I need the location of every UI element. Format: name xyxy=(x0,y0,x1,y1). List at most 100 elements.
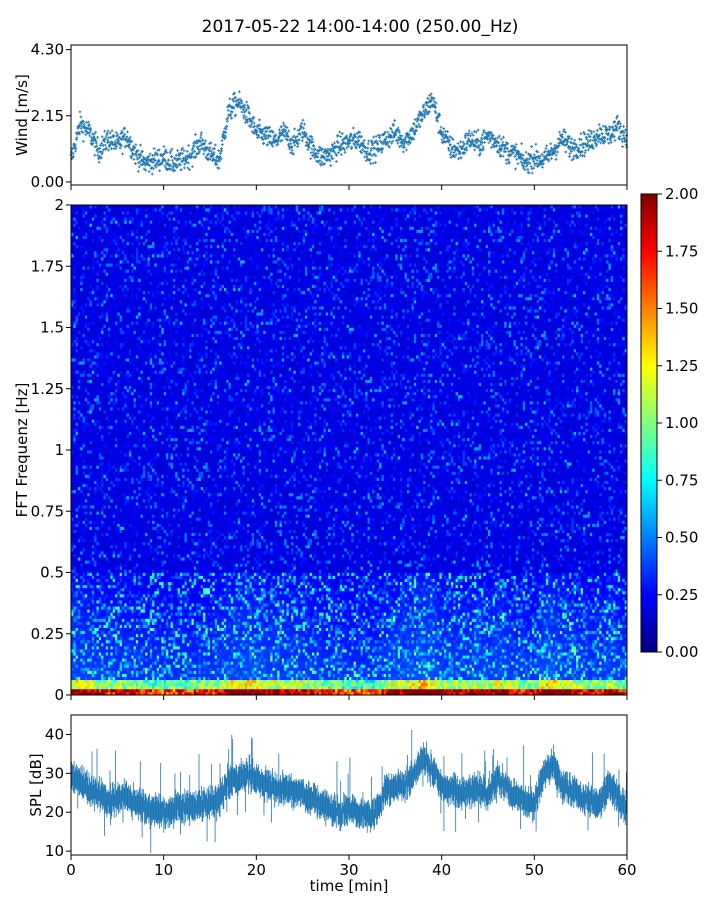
spectrogram-cell xyxy=(85,671,88,674)
spectrogram-cell xyxy=(476,671,479,674)
spectrogram-cell xyxy=(324,686,327,689)
spectrogram-cell xyxy=(354,686,357,689)
spectrogram-cell xyxy=(152,674,155,677)
spectrogram-cell xyxy=(273,674,276,677)
spectrogram-cell xyxy=(555,664,558,667)
spectrogram-cell xyxy=(344,689,347,692)
spectrogram-cell xyxy=(544,667,547,670)
spectrogram-cell xyxy=(326,671,329,674)
spectrogram-cell xyxy=(372,667,375,670)
spectrogram-cell xyxy=(351,677,354,680)
spectrogram-cell xyxy=(238,683,241,686)
spectrogram-cell xyxy=(219,664,222,667)
spectrogram-cell xyxy=(254,674,257,677)
spectrogram-cell xyxy=(113,686,116,689)
spectrogram-cell xyxy=(476,674,479,677)
spectrogram-cell xyxy=(134,680,137,683)
spectrogram-cell xyxy=(99,680,102,683)
spectrogram-cell xyxy=(497,664,500,667)
spectrogram-cell xyxy=(259,689,262,692)
spectrogram-cell xyxy=(599,664,602,667)
spectrogram-cell xyxy=(525,671,528,674)
spectrogram-cell xyxy=(388,664,391,667)
spectrogram-cell xyxy=(312,689,315,692)
spectrogram-cell xyxy=(395,680,398,683)
spectrogram-cell xyxy=(215,677,218,680)
spectrogram-cell xyxy=(303,667,306,670)
spectrogram-cell xyxy=(256,683,259,686)
spectrogram-cell xyxy=(106,683,109,686)
spectrogram-cell xyxy=(465,667,468,670)
spectrogram-cell xyxy=(245,677,248,680)
spectrogram-cell xyxy=(474,680,477,683)
spectrogram-cell xyxy=(474,667,477,670)
spectrogram-cell xyxy=(602,667,605,670)
spectrogram-cell xyxy=(231,689,234,692)
spectrogram-cell xyxy=(537,667,540,670)
spectrogram-cell xyxy=(560,677,563,680)
spectrogram-cell xyxy=(560,680,563,683)
spectrogram-cell xyxy=(518,683,521,686)
spectrogram-cell xyxy=(423,680,426,683)
spectrogram-cell xyxy=(349,674,352,677)
spectrogram-cell xyxy=(419,683,422,686)
spectrogram-cell xyxy=(92,674,95,677)
spectrogram-cell xyxy=(354,683,357,686)
spectrogram-cell xyxy=(435,664,438,667)
spectrogram-cell xyxy=(233,680,236,683)
spectrogram-cell xyxy=(365,667,368,670)
spectrogram-cell xyxy=(472,683,475,686)
spectrogram-cell xyxy=(458,667,461,670)
spectrogram-cell xyxy=(532,683,535,686)
spectrogram-cell xyxy=(606,674,609,677)
spectrogram-cell xyxy=(159,674,162,677)
spectrogram-cell xyxy=(240,677,243,680)
spectrogram-cell xyxy=(467,664,470,667)
spectrogram-cell xyxy=(261,671,264,674)
spectrogram-cell xyxy=(124,677,127,680)
spectrogram-cell xyxy=(574,674,577,677)
spectrogram-cell xyxy=(115,661,118,664)
spectrogram-cell xyxy=(90,680,93,683)
spectrogram-cell xyxy=(567,683,570,686)
spectrogram-cell xyxy=(520,674,523,677)
spectrogram-cell xyxy=(384,680,387,683)
spectrogram-cell xyxy=(337,667,340,670)
spectrogram-cell xyxy=(414,674,417,677)
spectrogram-cell xyxy=(488,683,491,686)
spectrogram-cell xyxy=(263,671,266,674)
spectrogram-cell xyxy=(590,667,593,670)
spectrogram-cell xyxy=(106,674,109,677)
spectrogram-cell xyxy=(240,667,243,670)
spectrogram-cell xyxy=(307,674,310,677)
spectrogram-cell xyxy=(321,686,324,689)
spectrogram-cell xyxy=(391,667,394,670)
spectrogram-cell xyxy=(615,667,618,670)
spectrogram-cell xyxy=(85,683,88,686)
spectrogram-cell xyxy=(419,689,422,692)
spectrogram-cell xyxy=(289,664,292,667)
spectrogram-cell xyxy=(558,680,561,683)
spectrogram-cell xyxy=(419,686,422,689)
spectrogram-cell xyxy=(379,664,382,667)
spectrogram-cell xyxy=(472,664,475,667)
spectrogram-cell xyxy=(73,689,76,692)
spectrogram-cell xyxy=(87,686,90,689)
spectrogram-cell xyxy=(326,683,329,686)
spectrogram-cell xyxy=(611,674,614,677)
spectrogram-cell xyxy=(178,680,181,683)
spectrogram-cell xyxy=(83,667,86,670)
spectrogram-cell xyxy=(175,674,178,677)
spectrogram-cell xyxy=(108,661,111,664)
spectrogram-cell xyxy=(407,677,410,680)
spectrogram-cell xyxy=(504,677,507,680)
spectrogram-cell xyxy=(131,667,134,670)
spectrogram-cell xyxy=(171,667,174,670)
spectrogram-cells xyxy=(71,205,627,695)
spectrogram-cell xyxy=(226,671,229,674)
spectrogram-cell xyxy=(312,664,315,667)
spectrogram-cell xyxy=(444,677,447,680)
spectrogram-cell xyxy=(393,667,396,670)
spectrogram-cell xyxy=(502,683,505,686)
spectrogram-cell xyxy=(356,683,359,686)
